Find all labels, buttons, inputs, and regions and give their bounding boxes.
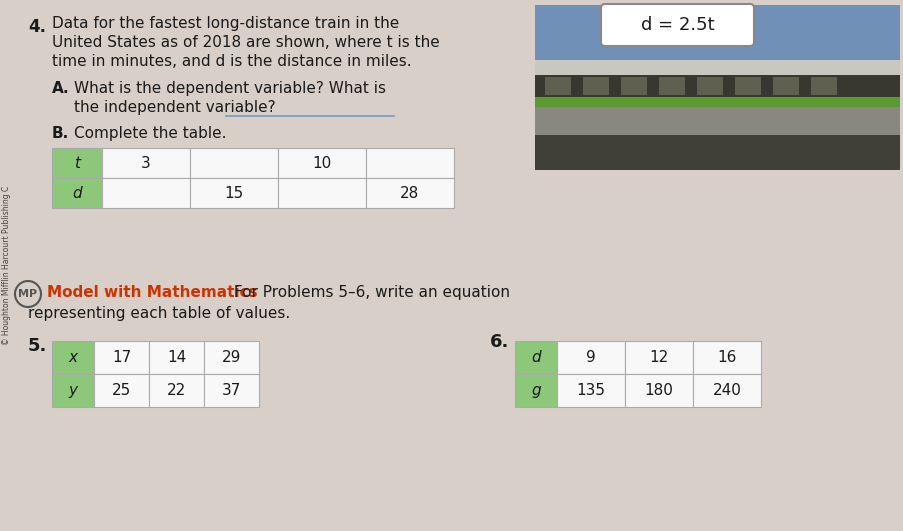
Bar: [102, 148, 190, 178]
Bar: [149, 374, 204, 407]
Text: 135: 135: [576, 383, 605, 398]
Bar: [535, 135, 899, 170]
Bar: [52, 341, 94, 374]
Text: 37: 37: [221, 383, 241, 398]
Bar: [693, 374, 760, 407]
Text: 14: 14: [167, 350, 186, 365]
Bar: [620, 77, 647, 95]
Text: time in minutes, and d is the distance in miles.: time in minutes, and d is the distance i…: [52, 54, 411, 69]
Bar: [94, 374, 149, 407]
Text: 17: 17: [112, 350, 131, 365]
Bar: [535, 107, 899, 170]
Bar: [149, 341, 204, 374]
Bar: [734, 77, 760, 95]
Text: x: x: [69, 350, 78, 365]
Text: 28: 28: [400, 185, 419, 201]
Text: d = 2.5t: d = 2.5t: [640, 16, 713, 34]
Bar: [582, 77, 609, 95]
Bar: [545, 77, 571, 95]
Text: A.: A.: [52, 81, 70, 96]
Text: 16: 16: [716, 350, 736, 365]
Text: d: d: [72, 185, 82, 201]
Bar: [696, 77, 722, 95]
Text: d: d: [531, 350, 540, 365]
Text: 15: 15: [224, 185, 243, 201]
Text: © Houghton Mifflin Harcourt Publishing C: © Houghton Mifflin Harcourt Publishing C: [3, 185, 12, 345]
Bar: [624, 374, 693, 407]
Text: B.: B.: [52, 126, 70, 141]
Text: Model with Mathematics: Model with Mathematics: [47, 285, 257, 300]
Text: United States as of 2018 are shown, where t is the: United States as of 2018 are shown, wher…: [52, 35, 439, 50]
Text: Complete the table.: Complete the table.: [74, 126, 227, 141]
Text: 22: 22: [167, 383, 186, 398]
Bar: [515, 374, 556, 407]
Bar: [204, 341, 259, 374]
Bar: [624, 341, 693, 374]
Bar: [556, 374, 624, 407]
Bar: [52, 374, 94, 407]
Bar: [52, 178, 102, 208]
Bar: [810, 77, 836, 95]
Bar: [515, 341, 556, 374]
Bar: [556, 341, 624, 374]
FancyBboxPatch shape: [600, 4, 753, 46]
Text: g: g: [531, 383, 540, 398]
Bar: [535, 5, 899, 60]
Bar: [102, 178, 190, 208]
Bar: [278, 178, 366, 208]
Text: Data for the fastest long-distance train in the: Data for the fastest long-distance train…: [52, 16, 399, 31]
Bar: [190, 148, 278, 178]
Text: the independent variable?: the independent variable?: [74, 100, 275, 115]
Text: 12: 12: [648, 350, 668, 365]
Text: t: t: [74, 156, 79, 170]
Bar: [693, 341, 760, 374]
Text: 29: 29: [221, 350, 241, 365]
Bar: [535, 75, 899, 97]
Text: For Problems 5–6, write an equation: For Problems 5–6, write an equation: [228, 285, 509, 300]
Text: representing each table of values.: representing each table of values.: [28, 306, 290, 321]
Bar: [52, 148, 102, 178]
Text: 10: 10: [312, 156, 331, 170]
Bar: [204, 374, 259, 407]
Text: 3: 3: [141, 156, 151, 170]
Text: 4.: 4.: [28, 18, 46, 36]
Bar: [772, 77, 798, 95]
Text: MP: MP: [18, 289, 38, 299]
Bar: [658, 77, 684, 95]
Bar: [535, 97, 899, 107]
Text: 180: 180: [644, 383, 673, 398]
Bar: [366, 148, 453, 178]
Bar: [190, 178, 278, 208]
Text: 240: 240: [712, 383, 740, 398]
Text: 5.: 5.: [28, 337, 47, 355]
Bar: [278, 148, 366, 178]
Bar: [366, 178, 453, 208]
Text: 6.: 6.: [489, 333, 508, 351]
Text: 25: 25: [112, 383, 131, 398]
Text: What is the dependent variable? What is: What is the dependent variable? What is: [74, 81, 386, 96]
Text: 9: 9: [585, 350, 595, 365]
Bar: [535, 60, 899, 110]
Text: y: y: [69, 383, 78, 398]
Bar: [94, 341, 149, 374]
